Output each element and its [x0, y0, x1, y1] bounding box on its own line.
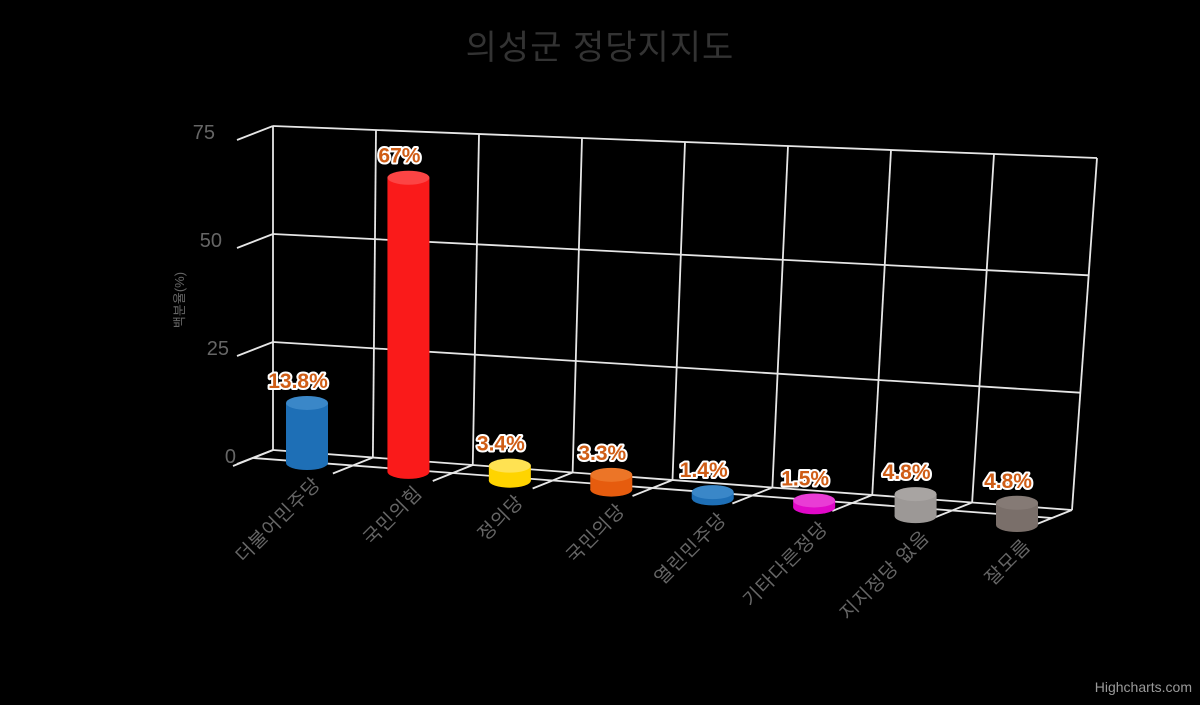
- category-label: 잘모름: [981, 535, 1036, 590]
- chart-title: 의성군 정당지지도: [465, 29, 735, 67]
- category-label: 지지정당 없음: [836, 526, 934, 624]
- y-axis-label: 25: [207, 338, 229, 360]
- category-label: 국민의힘: [359, 482, 427, 550]
- cylinder-top[interactable]: [793, 493, 836, 508]
- cylinder-top[interactable]: [691, 485, 734, 500]
- cylinder-top[interactable]: [286, 395, 328, 410]
- y-axis-tick: [236, 125, 274, 141]
- grid-line-vertical: [471, 133, 480, 466]
- category-label: 정의당: [474, 491, 529, 546]
- y-axis-label: 75: [193, 122, 215, 144]
- data-label: 13.8%: [268, 370, 328, 393]
- grid-line-vertical: [771, 145, 789, 488]
- cylinder-bar[interactable]: [387, 177, 430, 472]
- y-axis-tick: [236, 233, 274, 249]
- cylinder-top[interactable]: [488, 458, 531, 473]
- data-label: 4.8%: [984, 470, 1032, 493]
- cylinder-top[interactable]: [590, 467, 633, 482]
- data-label: 3.4%: [477, 433, 525, 456]
- cylinder-top[interactable]: [996, 495, 1039, 510]
- data-label: 4.8%: [883, 461, 931, 484]
- y-axis-title: 백분율(%): [172, 272, 187, 328]
- y-axis-label: 50: [200, 230, 222, 252]
- credits-link[interactable]: Highcharts.com: [1094, 679, 1192, 695]
- category-label: 더불어민주당: [232, 473, 326, 567]
- category-label: 국민의당: [562, 500, 630, 568]
- category-label: 열린민주당: [650, 508, 731, 589]
- grid-line-vertical: [371, 129, 377, 458]
- cylinder-top[interactable]: [387, 170, 430, 185]
- category-label: 기타다른정당: [739, 517, 833, 611]
- grid-line-vertical: [871, 149, 892, 496]
- data-label: 1.4%: [680, 459, 728, 482]
- data-label: 67%: [378, 145, 420, 168]
- grid-line-vertical: [971, 153, 995, 503]
- cylinder-top[interactable]: [894, 487, 937, 502]
- grid-line-vertical: [671, 141, 686, 481]
- y-axis-tick: [236, 341, 274, 357]
- y-axis-label: 0: [225, 446, 236, 468]
- cylinder-bar[interactable]: [286, 402, 328, 463]
- grid-line-vertical: [1071, 157, 1098, 511]
- data-label: 1.5%: [781, 467, 829, 490]
- data-label: 3.3%: [578, 442, 626, 465]
- grid-line-vertical: [571, 137, 583, 473]
